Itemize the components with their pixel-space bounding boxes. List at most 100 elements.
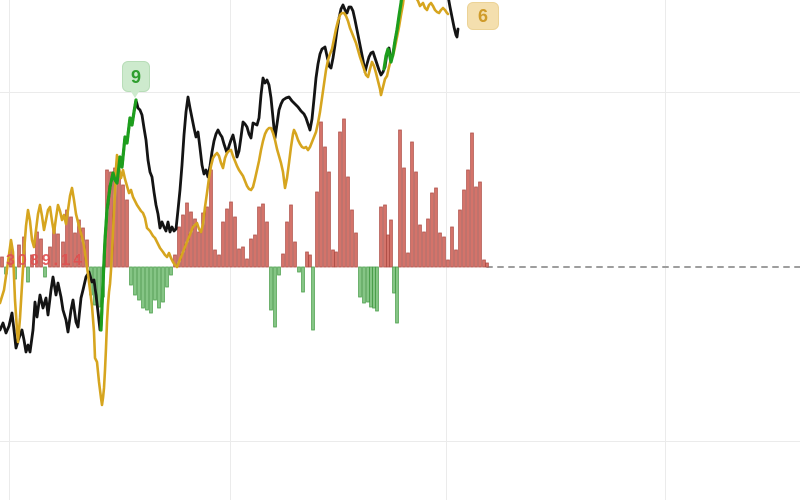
histogram-bar-up — [229, 201, 233, 268]
histogram-bar-up — [442, 236, 446, 268]
histogram-bar-up — [241, 246, 245, 268]
histogram-bar-up — [458, 209, 462, 268]
histogram-bar-up — [434, 187, 438, 268]
histogram-bars — [0, 118, 489, 331]
left-value-label: 3089.14 — [6, 252, 85, 269]
histogram-bar-down — [358, 266, 362, 298]
histogram-bar-up — [73, 232, 77, 268]
histogram-bar-up — [69, 216, 73, 268]
signal-badge-9: 9 — [122, 61, 150, 92]
histogram-bar-up — [281, 253, 285, 268]
gold-line-tail — [415, 0, 450, 16]
histogram-bar-up — [293, 241, 297, 268]
histogram-bar-down — [97, 266, 101, 308]
histogram-bar-up — [189, 211, 193, 268]
histogram-bar-up — [245, 258, 249, 268]
histogram-bar-up — [305, 251, 309, 268]
histogram-bar-up — [308, 254, 312, 268]
histogram-bar-up — [197, 231, 201, 268]
histogram-bar-down — [26, 266, 30, 283]
histogram-bar-up — [414, 171, 418, 268]
histogram-bar-down — [129, 266, 133, 286]
green-signal-segment-1 — [99, 98, 138, 332]
histogram-bar-up — [181, 214, 185, 268]
histogram-bar-down — [141, 266, 145, 309]
histogram-bar-up — [185, 202, 189, 268]
black-line-tail — [447, 0, 460, 39]
histogram-bar-down — [157, 266, 161, 309]
histogram-bar-up — [450, 226, 454, 268]
histogram-bar-up — [39, 238, 43, 268]
histogram-bar-up — [117, 174, 121, 268]
histogram-bar-up — [379, 206, 383, 268]
histogram-bar-down — [161, 266, 165, 303]
histogram-bar-up — [350, 209, 354, 268]
histogram-bar-up — [426, 218, 430, 268]
histogram-bar-up — [257, 206, 261, 268]
histogram-bar-up — [285, 221, 289, 268]
histogram-bar-down — [301, 266, 305, 293]
histogram-bar-up — [470, 132, 474, 268]
histogram-bar-down — [297, 266, 301, 273]
histogram-bar-up — [430, 192, 434, 268]
histogram-bar-up — [466, 169, 470, 268]
histogram-bar-down — [153, 266, 157, 301]
badge-9-pointer-icon — [130, 90, 140, 98]
histogram-bar-up — [48, 246, 52, 268]
histogram-bar-up — [61, 241, 65, 268]
histogram-bar-down — [169, 266, 173, 276]
histogram-bar-up — [125, 199, 129, 268]
histogram-bar-up — [446, 259, 450, 268]
histogram-bar-up — [30, 254, 34, 268]
signal-badge-6: 6 — [467, 2, 499, 30]
histogram-bar-up — [237, 248, 241, 268]
histogram-bar-up — [398, 129, 402, 268]
histogram-bar-down — [392, 266, 396, 294]
histogram-bar-down — [165, 266, 169, 288]
histogram-bar-up — [346, 176, 350, 268]
histogram-bar-up — [56, 233, 60, 268]
histogram-bar-up — [474, 186, 478, 268]
histogram-bar-up — [342, 118, 346, 268]
gold-line-main — [0, 0, 405, 407]
histogram-bar-up — [289, 204, 293, 268]
histogram-bar-down — [137, 266, 141, 301]
histogram-bar-down — [369, 266, 373, 308]
histogram-bar-up — [323, 146, 327, 268]
histogram-bar-up — [217, 254, 221, 268]
histogram-bar-down — [133, 266, 137, 296]
histogram-bar-down — [269, 266, 273, 311]
histogram-bar-up — [193, 218, 197, 268]
histogram-bar-up — [209, 169, 213, 268]
histogram-bar-up — [331, 249, 335, 268]
histogram-bar-up — [422, 231, 426, 268]
histogram-bar-up — [265, 221, 269, 268]
histogram-bar-down — [372, 266, 376, 309]
histogram-bar-up — [418, 224, 422, 268]
histogram-bar-down — [366, 266, 370, 303]
histogram-bar-down — [395, 266, 399, 324]
histogram-bar-down — [145, 266, 149, 311]
histogram-bar-up — [406, 252, 410, 268]
histogram-bar-up — [221, 221, 225, 268]
histogram-bar-up — [17, 244, 21, 268]
histogram-bar-up — [389, 219, 393, 268]
histogram-bar-up — [319, 121, 323, 268]
histogram-bar-up — [121, 184, 125, 268]
histogram-bar-up — [386, 234, 390, 268]
histogram-bar-up — [438, 232, 442, 268]
histogram-bar-down — [273, 266, 277, 328]
histogram-bar-up — [482, 259, 486, 268]
histogram-bar-up — [462, 189, 466, 268]
histogram-bar-down — [43, 266, 47, 278]
histogram-bar-up — [205, 206, 209, 268]
histogram-bar-up — [77, 219, 81, 268]
histogram-bar-up — [485, 262, 489, 268]
green-signal-segment-2 — [382, 0, 403, 71]
histogram-bar-down — [362, 266, 366, 304]
histogram-bar-down — [149, 266, 153, 314]
histogram-bar-up — [327, 171, 331, 268]
histogram-bar-up — [334, 251, 338, 268]
